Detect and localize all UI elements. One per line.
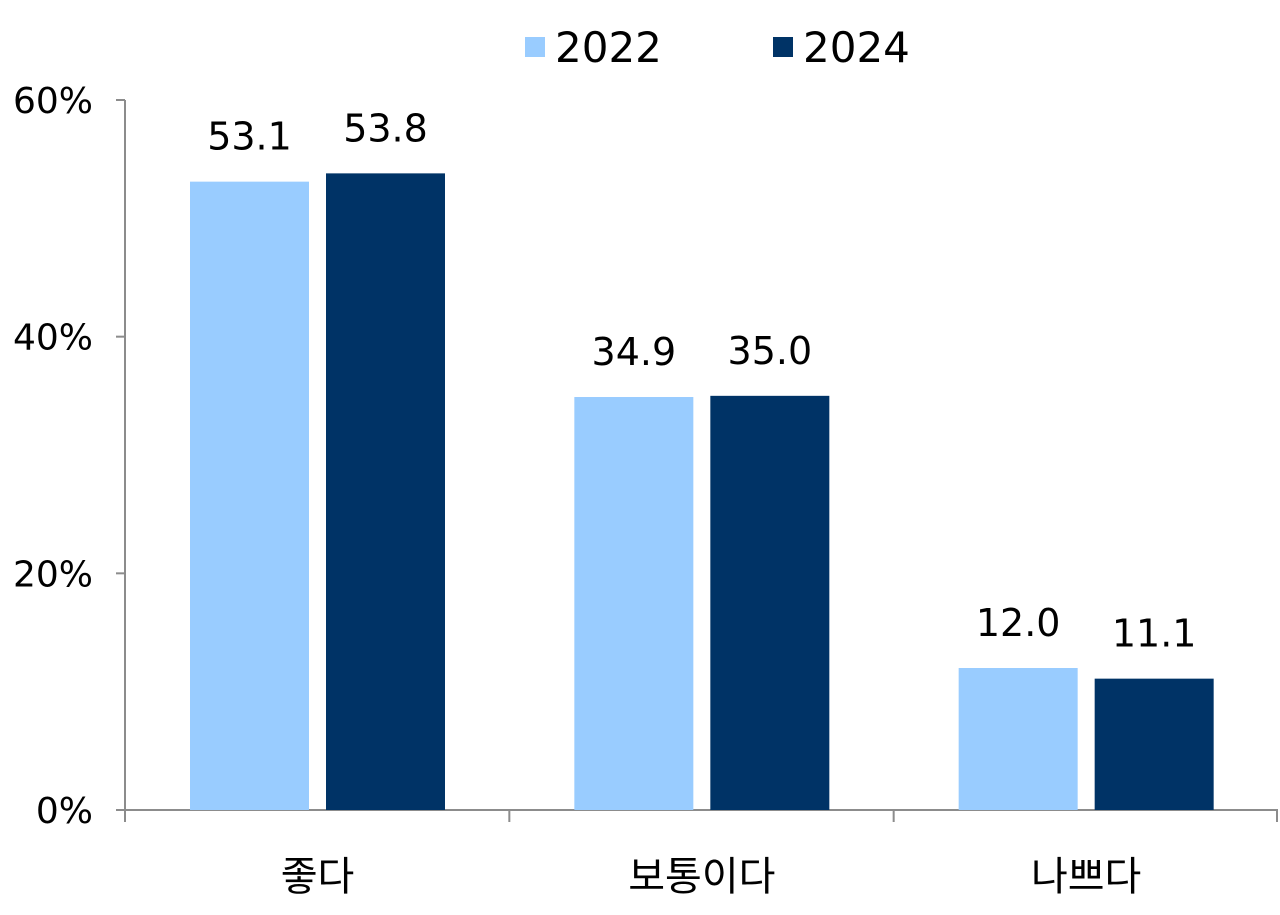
bar-2022-0 xyxy=(190,181,309,810)
data-label: 12.0 xyxy=(976,601,1061,645)
legend: 2022 2024 xyxy=(525,23,910,72)
bar-2024-2 xyxy=(1094,678,1214,810)
y-tick-label: 40% xyxy=(13,318,93,359)
bar-2024-0 xyxy=(326,173,445,810)
bar-2022-2 xyxy=(958,668,1078,810)
data-labels: 53.1 34.9 12.0 53.8 35.0 11.1 xyxy=(207,106,1196,655)
bars xyxy=(190,173,1214,810)
y-axis: 0% 20% 40% 60% xyxy=(13,81,126,832)
legend-label: 2022 xyxy=(555,23,662,72)
y-tick-label: 60% xyxy=(13,81,93,122)
data-label: 53.8 xyxy=(343,106,428,150)
category-label: 좋다 xyxy=(281,854,355,900)
bar-2024-1 xyxy=(710,395,830,810)
data-label: 34.9 xyxy=(592,330,677,374)
data-label: 11.1 xyxy=(1112,612,1197,656)
category-label: 나쁘다 xyxy=(1031,854,1141,900)
bar-2022-1 xyxy=(574,397,694,810)
legend-swatch xyxy=(525,37,545,57)
data-label: 53.1 xyxy=(207,115,292,159)
category-label: 보통이다 xyxy=(628,854,775,900)
x-axis: 좋다 보통이다 나쁘다 xyxy=(124,809,1278,900)
legend-label: 2024 xyxy=(803,23,910,72)
legend-swatch xyxy=(773,37,793,57)
y-tick-label: 20% xyxy=(13,554,93,595)
y-tick-label: 0% xyxy=(36,791,93,832)
data-label: 35.0 xyxy=(728,329,813,373)
